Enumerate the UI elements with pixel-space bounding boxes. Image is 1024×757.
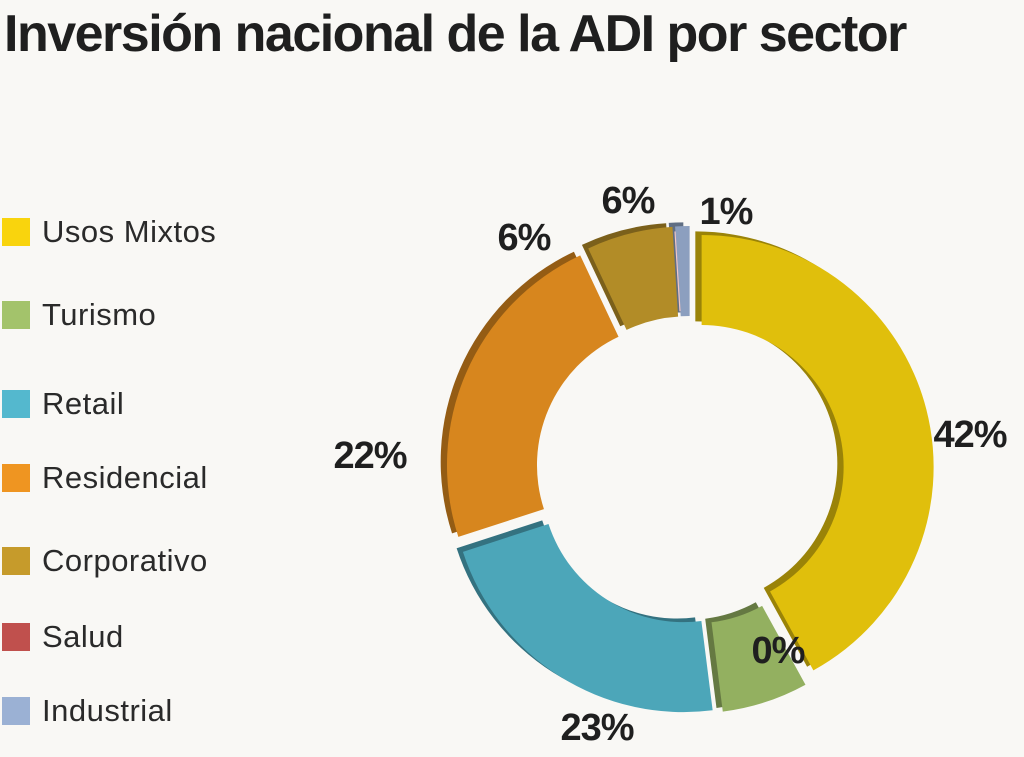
data-label-usos-mixtos: 42% xyxy=(933,414,1006,456)
legend-item-turismo: Turismo xyxy=(2,297,156,333)
legend-label-salud: Salud xyxy=(42,619,124,654)
legend-swatch-usos-mixtos xyxy=(2,218,30,246)
slice-turismo xyxy=(705,602,806,712)
legend-label-usos-mixtos: Usos Mixtos xyxy=(42,214,217,249)
slice-face-retail xyxy=(462,524,713,713)
legend-swatch-corporativo xyxy=(2,547,30,575)
legend-label-retail: Retail xyxy=(42,386,125,421)
legend-item-usos-mixtos: Usos Mixtos xyxy=(2,214,216,250)
data-label-corporativo: 6% xyxy=(602,180,655,222)
legend-swatch-residencial xyxy=(2,464,30,492)
data-label-turismo: 6% xyxy=(498,217,551,259)
legend-label-corporativo: Corporativo xyxy=(42,543,208,578)
legend-swatch-retail xyxy=(2,390,30,418)
legend-item-industrial: Industrial xyxy=(2,693,173,729)
legend-item-residencial: Residencial xyxy=(2,460,208,496)
legend-label-residencial: Residencial xyxy=(42,460,208,495)
slice-face-turismo xyxy=(711,605,806,712)
legend: Usos Mixtos Turismo Retail Residencial C… xyxy=(0,0,320,757)
legend-item-salud: Salud xyxy=(2,619,124,655)
legend-swatch-industrial xyxy=(2,697,30,725)
slice-usos-mixtos xyxy=(695,231,934,671)
slice-corporativo xyxy=(581,223,679,330)
slice-retail xyxy=(456,520,713,713)
slice-residencial xyxy=(440,251,619,537)
data-label-retail: 22% xyxy=(333,435,406,477)
chart-title: Inversión nacional de la ADI por sector xyxy=(4,5,907,63)
slice-face-industrial xyxy=(675,226,690,317)
slice-face-corporativo xyxy=(588,226,679,330)
legend-label-turismo: Turismo xyxy=(42,297,157,332)
data-label-industrial: 1% xyxy=(700,191,753,233)
legend-item-retail: Retail xyxy=(2,386,124,422)
legend-label-industrial: Industrial xyxy=(42,693,173,728)
slice-face-residencial xyxy=(446,255,619,537)
legend-swatch-salud xyxy=(2,623,30,651)
slice-face-usos-mixtos xyxy=(701,235,934,671)
legend-swatch-turismo xyxy=(2,301,30,329)
data-label-residencial: 23% xyxy=(560,707,633,749)
legend-item-corporativo: Corporativo xyxy=(2,543,208,579)
slice-salud xyxy=(674,231,681,312)
data-label-salud: 0% xyxy=(752,630,805,672)
